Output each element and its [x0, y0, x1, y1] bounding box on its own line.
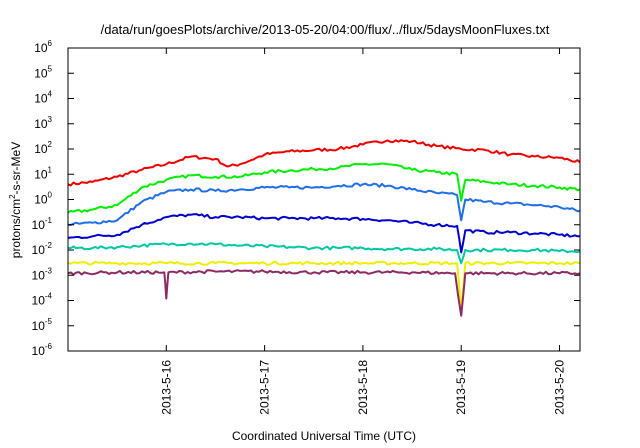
- x-axis: 2013-5-16 2013-5-17 2013-5-18 2013-5-19 2013…: [159, 48, 567, 415]
- y-tick-base: 10: [34, 142, 48, 156]
- y-tick-base: 10: [34, 167, 48, 181]
- x-tick-label: 2013-5-17: [258, 360, 272, 415]
- y-tick-label: 103: [34, 115, 52, 131]
- y-tick-base: 10: [32, 319, 46, 333]
- y-tick-exp: 0: [48, 191, 53, 200]
- y-tick-exp: -6: [45, 342, 53, 351]
- series-line-2: [67, 162, 581, 214]
- series-line-7: [67, 269, 581, 317]
- series-line-6: [67, 260, 581, 312]
- y-tick-exp: 6: [48, 39, 53, 48]
- y-tick-exp: -2: [45, 241, 53, 250]
- y-tick-exp: 4: [48, 90, 53, 99]
- y-axis-label-rest: -s-sr-MeV: [9, 142, 23, 195]
- y-axis-label: protons/cm2-s-sr-MeV: [8, 142, 23, 258]
- y-tick-label: 100: [34, 191, 52, 207]
- series-line-3: [67, 182, 581, 226]
- series-group: [67, 139, 581, 317]
- y-tick-label: 10-2: [32, 241, 53, 257]
- chart-title: /data/run/goesPlots/archive/2013-05-20/0…: [101, 22, 550, 37]
- y-tick-base: 10: [34, 92, 48, 106]
- y-tick-exp: -5: [45, 317, 53, 326]
- y-tick-base: 10: [34, 66, 48, 80]
- y-axis-label-sup: 2: [8, 194, 17, 199]
- y-tick-base: 10: [32, 294, 46, 308]
- y-tick-label: 102: [34, 140, 52, 156]
- x-tick-label: 2013-5-16: [159, 360, 173, 415]
- y-tick-base: 10: [32, 344, 46, 358]
- y-tick-label: 10-3: [32, 266, 53, 282]
- series-line-4: [67, 213, 580, 254]
- y-tick-label: 10-4: [32, 292, 53, 308]
- y-tick-exp: 2: [48, 140, 53, 149]
- y-tick-base: 10: [32, 218, 46, 232]
- y-tick-exp: 5: [48, 64, 53, 73]
- y-tick-exp: -4: [45, 292, 53, 301]
- y-tick-base: 10: [34, 41, 48, 55]
- y-tick-exp: -1: [45, 216, 53, 225]
- x-tick-label: 2013-5-19: [454, 360, 468, 415]
- x-axis-label: Coordinated Universal Time (UTC): [232, 429, 416, 443]
- y-tick-label: 106: [34, 39, 52, 55]
- y-tick-exp: 1: [48, 165, 53, 174]
- y-tick-base: 10: [34, 193, 48, 207]
- y-tick-label: 101: [34, 165, 52, 181]
- series-line-1: [67, 139, 581, 187]
- y-tick-label: 10-6: [32, 342, 53, 358]
- series-line-5: [67, 242, 581, 265]
- y-tick-exp: 3: [48, 115, 53, 124]
- y-tick-exp: -3: [45, 266, 53, 275]
- y-tick-label: 10-1: [32, 216, 53, 232]
- x-tick-label: 2013-5-18: [356, 360, 370, 415]
- y-tick-base: 10: [34, 117, 48, 131]
- y-tick-base: 10: [32, 268, 46, 282]
- y-axis-label-base: protons/cm: [9, 199, 23, 258]
- y-tick-label: 105: [34, 64, 52, 80]
- x-tick-label: 2013-5-20: [553, 360, 567, 415]
- y-axis: 10-610-510-410-310-210-11001011021031041…: [32, 39, 580, 358]
- y-tick-base: 10: [32, 243, 46, 257]
- y-tick-label: 104: [34, 90, 52, 106]
- y-tick-label: 10-5: [32, 317, 53, 333]
